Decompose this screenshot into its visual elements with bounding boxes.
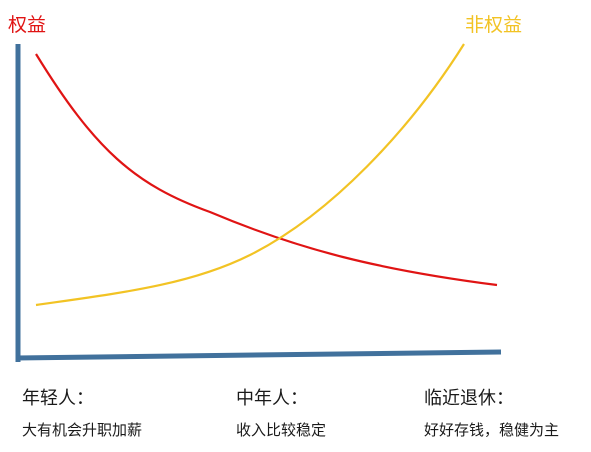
stage-young-title: 年轻人： bbox=[22, 388, 94, 409]
equity-curve bbox=[35, 53, 498, 287]
stage-young: 年轻人： 大有机会升职加薪 bbox=[22, 388, 142, 440]
non-equity-curve bbox=[35, 43, 465, 307]
stage-young-desc: 大有机会升职加薪 bbox=[22, 421, 143, 439]
stage-middle-aged-desc: 收入比较稳定 bbox=[236, 421, 327, 439]
stage-near-retirement-desc: 好好存钱，稳健为主 bbox=[424, 421, 560, 439]
equity-label: 权益 bbox=[8, 14, 46, 36]
non-equity-label: 非权益 bbox=[465, 14, 522, 36]
stage-near-retirement-title: 临近退休： bbox=[424, 388, 514, 409]
stage-middle-aged: 中年人： 收入比较稳定 bbox=[236, 388, 326, 440]
stage-middle-aged-title: 中年人： bbox=[236, 388, 308, 409]
stage-near-retirement: 临近退休： 好好存钱，稳健为主 bbox=[424, 388, 559, 440]
x-axis bbox=[15, 349, 502, 361]
